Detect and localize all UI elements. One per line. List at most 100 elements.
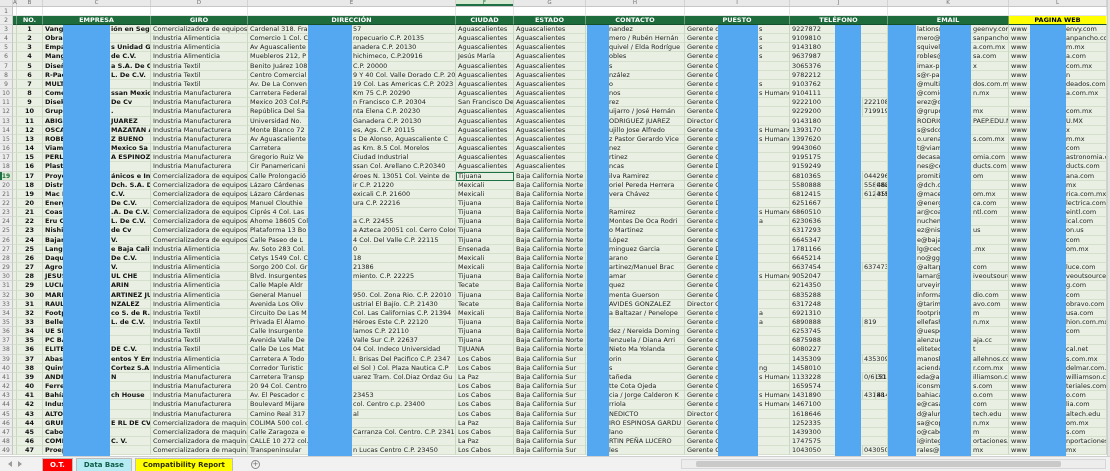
cell-ciudad[interactable]: Ensenada: [456, 244, 514, 254]
cell-no[interactable]: 10: [17, 107, 43, 117]
row-number-6[interactable]: 6: [0, 52, 13, 62]
header-direcci-n[interactable]: DIRECCIÓN: [248, 16, 456, 25]
cell-direccion[interactable]: Monte Blanco 72 es, Ags. C.P. 20115: [248, 125, 456, 135]
cell-no[interactable]: 25: [17, 244, 43, 254]
cell-a[interactable]: [13, 153, 17, 163]
row-number-37[interactable]: 37: [0, 336, 13, 346]
cell-no[interactable]: 17: [17, 171, 43, 181]
cell-estado[interactable]: Baja California Norte: [514, 208, 586, 218]
cell-no[interactable]: 33: [17, 318, 43, 328]
cell-giro[interactable]: Industria Manufacturera: [151, 107, 248, 117]
cell-ciudad[interactable]: Mexicali: [456, 180, 514, 190]
cell-giro[interactable]: Industria Alimenticia: [151, 52, 248, 62]
column-letter-I[interactable]: I: [685, 0, 790, 6]
cell-contacto[interactable]: Nieto Ma Yolanda: [586, 345, 685, 355]
cell-estado[interactable]: Aguascalientes: [514, 144, 586, 154]
cell-contacto[interactable]: obles: [586, 52, 685, 62]
cell-giro[interactable]: Industria Textil: [151, 79, 248, 90]
header-spacer[interactable]: [13, 16, 17, 25]
cell-giro[interactable]: Industria Manufacturera: [151, 153, 248, 163]
cell-giro[interactable]: Comercializadora de maquina: [151, 446, 248, 456]
cell-estado[interactable]: Baja California Norte: [514, 226, 586, 236]
cell-no[interactable]: 34: [17, 327, 43, 337]
cell-giro[interactable]: Industria Alimenticia: [151, 43, 248, 53]
cell-estado[interactable]: Baja California Sur: [514, 391, 586, 401]
cell-direccion[interactable]: Benito Juárez 108 C.P. 20000: [248, 61, 456, 71]
cell-no[interactable]: 21: [17, 208, 43, 218]
cell-a[interactable]: [13, 79, 17, 90]
cell-contacto[interactable]: tte Cota Ojeda: [586, 382, 685, 392]
cell-giro[interactable]: Comercializadora de equipos: [151, 25, 248, 35]
cell-estado[interactable]: Aguascalientes: [514, 61, 586, 71]
cell-contacto[interactable]: AVIDES GONZALEZ: [586, 299, 685, 309]
cell-direccion[interactable]: Calle Prolongació éroes N. 13051 Col. Vei…: [248, 171, 456, 181]
cell-no[interactable]: 36: [17, 345, 43, 355]
cell-a[interactable]: [13, 372, 17, 383]
cell-giro[interactable]: Comercializadora de equipos: [151, 226, 248, 236]
cell-giro[interactable]: Industria Alimenticia: [151, 34, 248, 44]
cell-no[interactable]: 30: [17, 290, 43, 300]
cell-direccion[interactable]: Cardenal 318. Fra 57: [248, 25, 456, 35]
cell-estado[interactable]: Baja California Norte: [514, 327, 586, 337]
cell-a[interactable]: [13, 116, 17, 126]
cell-a[interactable]: [13, 308, 17, 318]
row-number-19[interactable]: 19: [0, 171, 13, 181]
cell-ciudad[interactable]: Los Cabos: [456, 427, 514, 438]
header-puesto[interactable]: PUESTO: [685, 16, 790, 25]
cell-estado[interactable]: Aguascalientes: [514, 116, 586, 126]
empty-cell[interactable]: [248, 7, 456, 16]
row-number-43[interactable]: 43: [0, 391, 13, 401]
cell-giro[interactable]: Industria Alimenticia: [151, 263, 248, 273]
cell-contacto[interactable]: rtinez: [586, 153, 685, 163]
cell-estado[interactable]: Baja California Norte: [514, 253, 586, 264]
cell-a[interactable]: [13, 400, 17, 410]
cell-no[interactable]: 24: [17, 235, 43, 245]
cell-estado[interactable]: Baja California Sur: [514, 382, 586, 392]
column-letter-K[interactable]: K: [888, 0, 1009, 6]
cell-contacto[interactable]: a Baltazar / Penelope: [586, 308, 685, 318]
cell-a[interactable]: [13, 89, 17, 99]
cell-contacto[interactable]: oriel Pereda Herrera: [586, 180, 685, 190]
cell-a[interactable]: [13, 409, 17, 419]
row-number-2[interactable]: 2: [0, 16, 13, 25]
cell-giro[interactable]: Comercializadora de maquina: [151, 418, 248, 428]
cell-contacto[interactable]: IRO ESPINOSA GARDU: [586, 418, 685, 428]
cell-estado[interactable]: Aguascalientes: [514, 134, 586, 145]
empty-cell[interactable]: [586, 7, 685, 16]
row-number-48[interactable]: 48: [0, 437, 13, 447]
select-all-corner[interactable]: [0, 0, 13, 6]
cell-estado[interactable]: Aguascalientes: [514, 125, 586, 135]
cell-ciudad[interactable]: Jesús María: [456, 52, 514, 62]
cell-giro[interactable]: Industria Manufacturera: [151, 144, 248, 154]
row-number-11[interactable]: 11: [0, 98, 13, 108]
row-number-38[interactable]: 38: [0, 345, 13, 355]
cell-ciudad[interactable]: Aguascalientes: [456, 162, 514, 172]
cell-giro[interactable]: Industria Alimenticia: [151, 354, 248, 364]
cell-ciudad[interactable]: La Paz: [456, 418, 514, 428]
cell-ciudad[interactable]: Los Cabos: [456, 446, 514, 456]
cell-estado[interactable]: Baja California Norte: [514, 235, 586, 245]
cell-a[interactable]: [13, 98, 17, 108]
row-number-30[interactable]: 30: [0, 272, 13, 282]
row-number-21[interactable]: 21: [0, 189, 13, 199]
cell-a[interactable]: [13, 318, 17, 328]
cell-ciudad[interactable]: Tijuana: [456, 318, 514, 328]
cell-estado[interactable]: Baja California Sur: [514, 363, 586, 373]
empty-cell[interactable]: [790, 7, 888, 16]
cell-ciudad[interactable]: Tijuana: [456, 217, 514, 227]
cell-estado[interactable]: Baja California Sur: [514, 400, 586, 410]
empty-cell[interactable]: [13, 7, 17, 16]
column-letter-B[interactable]: B: [17, 0, 43, 6]
cell-a[interactable]: [13, 354, 17, 364]
cell-ciudad[interactable]: Los Cabos: [456, 363, 514, 373]
row-number-34[interactable]: 34: [0, 308, 13, 318]
cell-contacto[interactable]: s: [586, 363, 685, 373]
vertical-scrollbar[interactable]: [1107, 0, 1110, 456]
cell-direccion[interactable]: Calle Zaragoza e Carranza Col. Centro. C.…: [248, 427, 456, 438]
tab-scroll-right-icon[interactable]: [18, 461, 22, 467]
cell-ciudad[interactable]: Aguascalientes: [456, 107, 514, 117]
cell-estado[interactable]: Baja California Sur: [514, 354, 586, 364]
cell-giro[interactable]: Industria Textil: [151, 61, 248, 71]
cell-direccion[interactable]: Carretera A Todo l. Brisas Del Pacifico C…: [248, 354, 456, 364]
header-empresa[interactable]: EMPRESA: [43, 16, 151, 25]
